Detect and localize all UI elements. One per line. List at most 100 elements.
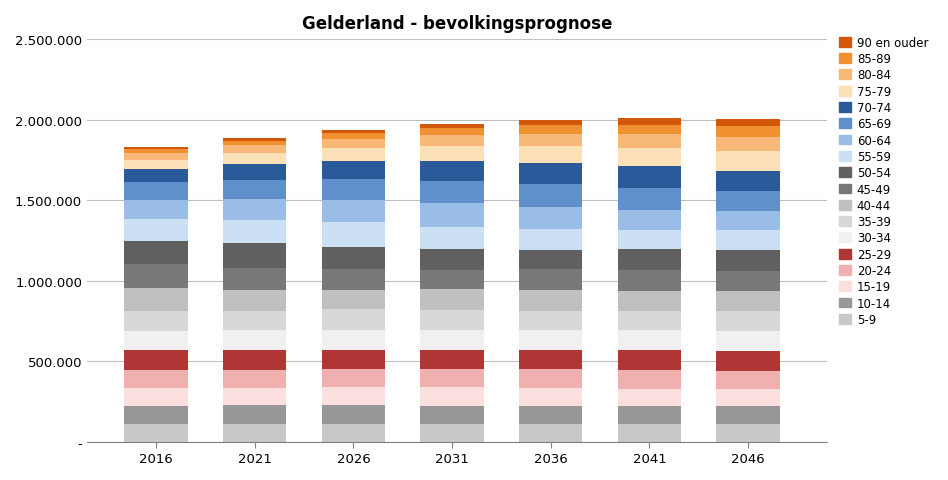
Bar [421,406,483,424]
Bar [124,264,188,289]
Bar [124,289,188,311]
Bar [321,247,385,270]
Bar [421,136,483,147]
Bar [421,270,483,290]
Bar [520,251,582,270]
Bar [421,350,483,369]
Bar [223,268,286,290]
Bar [717,424,779,442]
Bar [223,180,286,199]
Bar [124,311,188,331]
Bar [421,387,483,406]
Bar [717,192,779,211]
Bar [421,424,483,442]
Bar [421,129,483,136]
Title: Gelderland - bevolkingsprognose: Gelderland - bevolkingsprognose [301,15,612,33]
Bar [421,250,483,270]
Bar [321,223,385,247]
Bar [421,204,483,228]
Bar [321,131,385,134]
Bar [124,350,188,370]
Bar [717,127,779,137]
Bar [321,405,385,424]
Bar [321,330,385,350]
Bar [618,350,681,371]
Bar [321,270,385,290]
Bar [223,153,286,164]
Bar [321,387,385,405]
Bar [717,171,779,192]
Bar [717,120,779,127]
Bar [124,424,188,442]
Bar [223,243,286,268]
Bar [520,370,582,388]
Bar [223,142,286,146]
Bar [421,290,483,310]
Bar [520,270,582,290]
Bar [124,150,188,154]
Bar [124,154,188,160]
Bar [124,169,188,183]
Bar [717,311,779,331]
Bar [520,121,582,126]
Bar [520,126,582,134]
Bar [124,219,188,241]
Bar [520,134,582,147]
Bar [321,148,385,162]
Bar [618,407,681,424]
Bar [520,185,582,208]
Bar [520,311,582,331]
Bar [618,230,681,250]
Bar [124,331,188,350]
Bar [717,230,779,251]
Bar [717,389,779,407]
Bar [717,407,779,424]
Bar [321,200,385,223]
Bar [223,199,286,220]
Legend: 90 en ouder, 85-89, 80-84, 75-79, 70-74, 65-69, 60-64, 55-59, 50-54, 45-49, 40-4: 90 en ouder, 85-89, 80-84, 75-79, 70-74,… [834,32,933,331]
Bar [520,388,582,407]
Bar [421,310,483,331]
Bar [618,424,681,442]
Bar [520,208,582,230]
Bar [717,331,779,351]
Bar [520,230,582,251]
Bar [321,350,385,370]
Bar [717,291,779,311]
Bar [618,311,681,331]
Bar [124,370,188,388]
Bar [223,311,286,330]
Bar [618,331,681,350]
Bar [618,135,681,148]
Bar [520,147,582,163]
Bar [321,162,385,180]
Bar [321,424,385,442]
Bar [223,290,286,311]
Bar [421,331,483,350]
Bar [124,241,188,264]
Bar [618,167,681,189]
Bar [520,290,582,311]
Bar [421,147,483,162]
Bar [618,371,681,389]
Bar [124,147,188,150]
Bar [223,330,286,350]
Bar [223,146,286,153]
Bar [717,271,779,291]
Bar [421,125,483,129]
Bar [421,162,483,181]
Bar [223,406,286,424]
Bar [520,331,582,350]
Bar [124,183,188,200]
Bar [421,369,483,387]
Bar [124,160,188,169]
Bar [321,310,385,330]
Bar [618,125,681,135]
Bar [618,250,681,270]
Bar [618,270,681,291]
Bar [618,291,681,311]
Bar [223,424,286,442]
Bar [717,251,779,271]
Bar [223,220,286,243]
Bar [717,351,779,371]
